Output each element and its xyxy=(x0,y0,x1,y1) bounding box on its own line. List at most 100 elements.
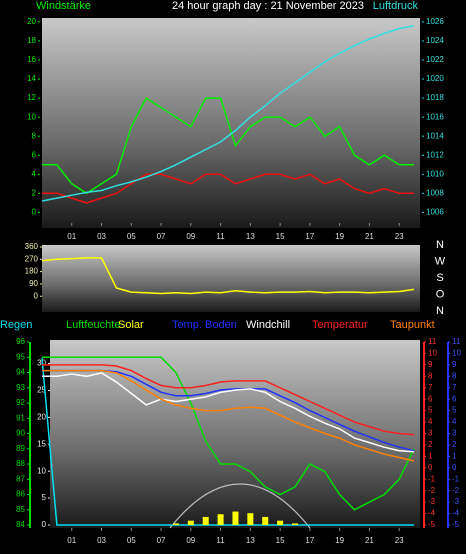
series-line xyxy=(42,97,414,195)
plot-area xyxy=(42,18,420,228)
bar xyxy=(247,513,254,525)
y-tick-label: 90 xyxy=(29,279,38,288)
plot-area xyxy=(42,245,420,312)
x-tick-label: 13 xyxy=(246,536,255,545)
x-tick-label: 15 xyxy=(276,232,285,241)
y-tick-label: 92 xyxy=(16,398,25,407)
y4-tick-label: 5 xyxy=(452,406,457,415)
y-tick-label: 90 xyxy=(16,429,25,438)
y2-tick-label: -5 xyxy=(428,520,436,529)
y2-tick-label: 1020 xyxy=(426,74,444,83)
y-tick-label: 180 xyxy=(25,267,39,276)
y4-tick-label: 8 xyxy=(452,371,457,380)
y4-tick-label: -4 xyxy=(452,509,460,518)
bar xyxy=(202,516,209,525)
y-tick-label: 88 xyxy=(16,459,25,468)
y-tick-label: 360 xyxy=(25,242,39,251)
y4-tick-label: 0 xyxy=(452,463,457,472)
x-tick-label: 23 xyxy=(395,232,404,241)
y-tick-label: 10 xyxy=(27,112,36,121)
x-tick-label: 05 xyxy=(127,536,136,545)
y4-tick-label: 4 xyxy=(452,417,457,426)
y-tick-label: 270 xyxy=(25,254,39,263)
series-line xyxy=(42,173,414,204)
y2-tick-label: 1012 xyxy=(426,150,444,159)
series-line xyxy=(42,372,415,453)
y-tick-label: 93 xyxy=(16,383,25,392)
y-tick-label: 84 xyxy=(16,520,25,529)
legend-entry: Taupunkt xyxy=(390,319,435,331)
y3-tick-label: 20 xyxy=(37,412,46,421)
y-tick-label: 6 xyxy=(32,150,37,159)
y4-tick-label: 2 xyxy=(452,440,457,449)
series-line xyxy=(42,369,415,462)
y2-tick-label: -1 xyxy=(428,474,436,483)
compass-label: O xyxy=(436,288,445,300)
x-tick-label: 11 xyxy=(216,232,225,241)
y2-tick-label: 5 xyxy=(428,406,433,415)
x-tick-label: 15 xyxy=(276,536,285,545)
y4-tick-label: -2 xyxy=(452,486,460,495)
bar xyxy=(217,514,224,525)
series-line xyxy=(41,24,415,202)
y4-tick-label: 3 xyxy=(452,429,457,438)
y2-tick-label: 6 xyxy=(428,394,433,403)
y2-tick-label: 10 xyxy=(428,349,437,358)
series-line xyxy=(41,257,415,295)
bar xyxy=(262,516,269,525)
series-line xyxy=(42,356,415,511)
y2-tick-label: 1018 xyxy=(426,93,444,102)
y2-tick-label: 1 xyxy=(428,451,433,460)
x-tick-label: 07 xyxy=(157,232,166,241)
x-tick-label: 03 xyxy=(97,232,106,241)
bar xyxy=(232,511,239,525)
compass-label: W xyxy=(435,255,446,267)
bar xyxy=(291,523,298,525)
bar xyxy=(277,520,284,525)
y2-tick-label: -4 xyxy=(428,509,436,518)
bar xyxy=(172,523,179,525)
y-tick-label: 86 xyxy=(16,490,25,499)
legend-entry: Regen xyxy=(0,319,32,331)
y2-tick-label: 2 xyxy=(428,440,433,449)
y-tick-label: 0 xyxy=(34,291,39,300)
y2-tick-label: -3 xyxy=(428,497,436,506)
y2-tick-label: 1008 xyxy=(426,188,444,197)
y4-tick-label: 7 xyxy=(452,383,457,392)
chart-title: 24 hour graph day : 21 November 2023 xyxy=(172,0,364,12)
legend-entry: Windchill xyxy=(246,319,290,331)
compass-label: N xyxy=(436,305,444,317)
solar-arc xyxy=(169,483,311,529)
y-tick-label: 94 xyxy=(16,368,25,377)
y2-axis-label: Luftdruck xyxy=(373,0,419,12)
x-tick-label: 19 xyxy=(335,536,344,545)
y4-tick-label: 11 xyxy=(452,337,461,346)
y2-tick-label: 1016 xyxy=(426,112,444,121)
x-tick-label: 07 xyxy=(157,536,166,545)
y-tick-label: 12 xyxy=(27,93,36,102)
x-tick-label: 21 xyxy=(365,232,374,241)
plot-area xyxy=(50,340,420,528)
y3-tick-label: 25 xyxy=(37,386,46,395)
y-tick-label: 14 xyxy=(27,74,36,83)
compass-label: N xyxy=(436,239,444,251)
y2-tick-label: 3 xyxy=(428,429,433,438)
y-tick-label: 87 xyxy=(16,474,25,483)
y4-tick-label: -3 xyxy=(452,497,460,506)
y4-tick-label: 9 xyxy=(452,360,457,369)
x-tick-label: 05 xyxy=(127,232,136,241)
compass-label: S xyxy=(436,272,443,284)
legend-entry: Temperatur xyxy=(312,319,368,331)
x-tick-label: 13 xyxy=(246,232,255,241)
y2-tick-label: 1010 xyxy=(426,169,444,178)
y-tick-label: 95 xyxy=(16,352,25,361)
x-tick-label: 09 xyxy=(186,536,195,545)
x-tick-label: 09 xyxy=(186,232,195,241)
series-line xyxy=(41,358,414,526)
y4-tick-label: 6 xyxy=(452,394,457,403)
legend-entry: Luftfeuchte xyxy=(66,319,120,331)
x-tick-label: 01 xyxy=(67,536,76,545)
y2-tick-label: 9 xyxy=(428,360,433,369)
x-tick-label: 19 xyxy=(335,232,344,241)
